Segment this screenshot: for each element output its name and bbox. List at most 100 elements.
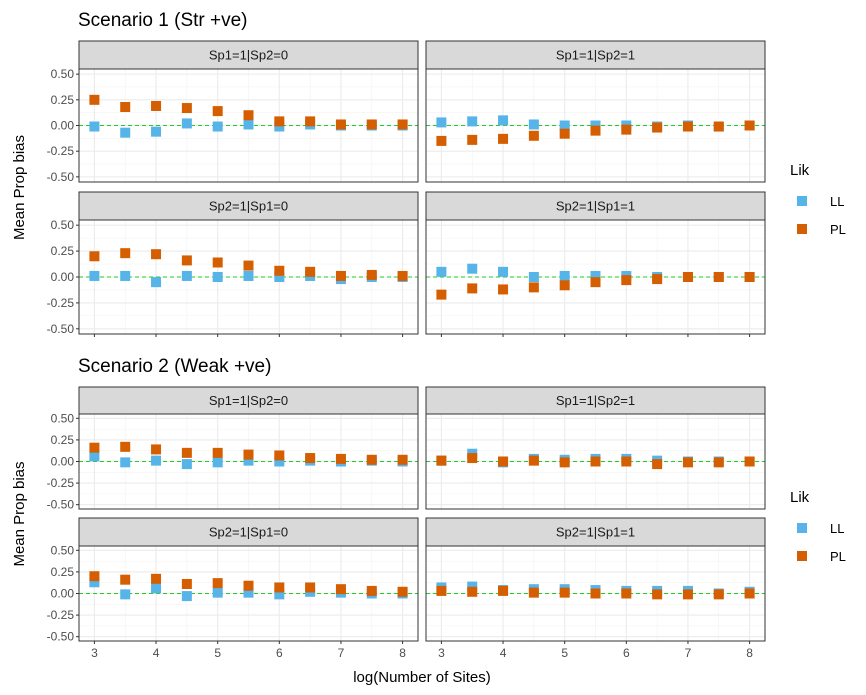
facet-panel: Sp1=1|Sp2=1 — [425, 386, 766, 510]
data-point-pl — [397, 454, 408, 465]
facet-strip-label: Sp2=1|Sp1=1 — [556, 525, 635, 540]
data-point-ll — [151, 455, 162, 466]
x-tick-label: 4 — [500, 646, 507, 660]
panel-border — [425, 545, 766, 642]
y-tick-label: -0.50 — [47, 322, 75, 336]
x-tick-label: 6 — [623, 646, 630, 660]
y-tick-label: 0.25 — [51, 244, 75, 258]
data-point-pl — [559, 587, 570, 598]
x-tick-label: 3 — [438, 646, 445, 660]
data-point-pl — [528, 130, 539, 141]
data-point-ll — [89, 577, 100, 588]
data-point-ll — [89, 121, 100, 132]
data-point-pl — [212, 578, 223, 589]
legend: Lik LL PL — [790, 162, 846, 237]
y-tick-label: 0.50 — [51, 543, 75, 557]
data-point-pl — [713, 272, 724, 282]
data-point-pl — [498, 133, 509, 144]
data-point-pl — [366, 269, 377, 280]
data-point-ll — [212, 121, 223, 132]
data-point-pl — [274, 116, 285, 127]
facet-panel: Sp2=1|Sp1=1 — [425, 191, 766, 337]
chart-title: Scenario 1 (Str +ve) — [78, 10, 248, 31]
data-point-pl — [621, 275, 632, 286]
data-point-ll — [89, 451, 100, 462]
y-tick-label: 0.00 — [51, 119, 75, 133]
y-tick-label: 0.00 — [51, 455, 75, 469]
data-point-pl — [590, 588, 601, 599]
data-point-pl — [621, 456, 632, 467]
data-point-ll — [120, 589, 131, 600]
y-tick-label: -0.50 — [47, 170, 75, 184]
data-point-pl — [151, 100, 162, 111]
data-point-pl — [120, 248, 131, 259]
data-point-pl — [335, 119, 346, 130]
y-tick-label: -0.50 — [47, 630, 75, 644]
data-point-pl — [713, 121, 724, 132]
chart-title: Scenario 2 (Weak +ve) — [78, 356, 271, 377]
data-point-pl — [305, 453, 316, 464]
data-point-pl — [590, 456, 601, 467]
y-tick-label: 0.50 — [51, 411, 75, 425]
data-point-pl — [498, 284, 509, 295]
facet-strip-label: Sp1=1|Sp2=1 — [556, 393, 635, 408]
data-point-ll — [498, 115, 509, 126]
data-point-pl — [467, 283, 478, 294]
y-tick-label: 0.00 — [51, 587, 75, 601]
data-point-pl — [120, 574, 131, 585]
data-point-pl — [621, 588, 632, 599]
data-point-pl — [212, 257, 223, 268]
data-point-ll — [274, 121, 285, 132]
data-point-pl — [652, 589, 663, 600]
data-point-ll — [120, 457, 131, 468]
facet-strip — [425, 191, 766, 221]
data-point-ll — [212, 457, 223, 468]
data-point-pl — [559, 457, 570, 468]
data-point-pl — [713, 589, 724, 600]
facet-strip-label: Sp2=1|Sp1=1 — [556, 199, 635, 214]
data-point-pl — [305, 582, 316, 593]
data-point-ll — [274, 456, 285, 467]
data-point-pl — [151, 573, 162, 584]
panel-border — [425, 413, 766, 510]
facet-strip-label: Sp1=1|Sp2=0 — [209, 393, 288, 408]
data-point-pl — [305, 266, 316, 277]
data-point-ll — [274, 589, 285, 600]
x-tick-label: 5 — [214, 646, 221, 660]
y-tick-label: 0.50 — [51, 67, 75, 81]
data-point-ll — [498, 266, 509, 277]
data-point-pl — [335, 584, 346, 595]
facet-panel: Sp1=1|Sp2=0 -0.50 -0.25 0.00 0.25 0.50 — [47, 386, 419, 512]
data-point-pl — [274, 265, 285, 276]
data-point-ll — [212, 587, 223, 598]
data-point-pl — [621, 124, 632, 135]
data-point-ll — [528, 119, 539, 130]
data-point-ll — [467, 581, 478, 592]
y-tick-label: -0.25 — [47, 144, 75, 158]
data-point-ll — [151, 277, 162, 288]
data-point-ll — [181, 591, 192, 602]
x-tick-label: 5 — [561, 646, 568, 660]
data-point-ll — [120, 270, 131, 281]
data-point-pl — [713, 457, 724, 468]
data-point-pl — [397, 119, 408, 130]
data-point-ll — [181, 270, 192, 281]
x-tick-label: 7 — [338, 646, 345, 660]
data-point-pl — [212, 447, 223, 458]
facet-strip — [425, 517, 766, 547]
legend-title: Lik — [790, 489, 810, 506]
y-tick-label: 0.25 — [51, 93, 75, 107]
data-point-ll — [243, 270, 254, 281]
facet-strip-label: Sp1=1|Sp2=0 — [209, 48, 288, 63]
data-point-pl — [89, 251, 100, 262]
data-point-pl — [397, 586, 408, 597]
facet-panel: Sp2=1|Sp1=0 -0.50 -0.25 0.00 0.25 0.50 — [47, 191, 419, 337]
y-tick-label: 0.25 — [51, 565, 75, 579]
data-point-pl — [682, 457, 693, 468]
data-point-ll — [590, 270, 601, 281]
data-point-pl — [744, 456, 755, 467]
data-point-pl — [151, 249, 162, 260]
legend-label: PL — [830, 549, 846, 564]
x-tick-label: 3 — [91, 646, 98, 660]
data-point-ll — [274, 272, 285, 282]
